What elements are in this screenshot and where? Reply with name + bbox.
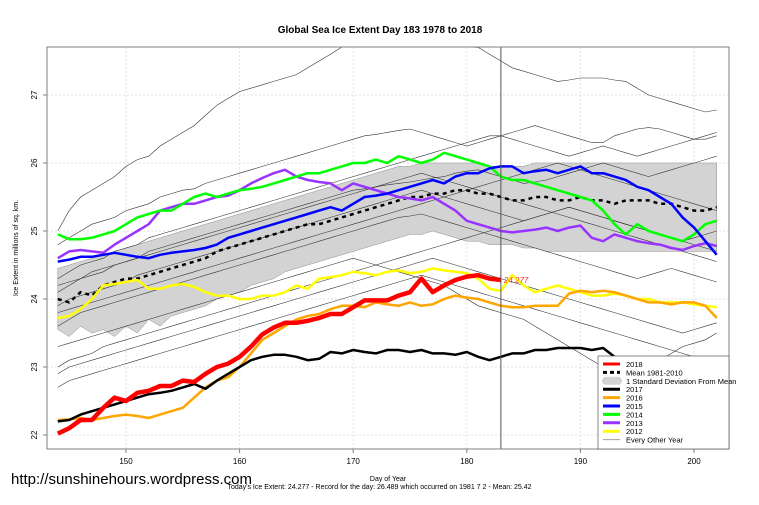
series-line-2012	[57, 267, 717, 320]
std-band	[57, 162, 717, 337]
x-tick-label: 170	[347, 457, 361, 466]
legend-label: 2016	[626, 394, 643, 403]
current-value-label: 24.277	[503, 276, 529, 285]
other-year-line	[57, 274, 717, 388]
y-tick-label: 26	[30, 158, 39, 167]
legend-label: Mean 1981-2010	[626, 368, 683, 377]
other-year-line	[57, 172, 717, 293]
x-tick-label: 200	[687, 457, 701, 466]
std-band-area	[57, 162, 717, 337]
legend-label: 2012	[626, 427, 643, 436]
other-year-line	[57, 206, 717, 368]
x-tick-label: 190	[574, 457, 588, 466]
plot-frame	[46, 46, 730, 450]
highlighted-series	[56, 151, 718, 436]
other-year-line	[57, 125, 717, 245]
other-year-line	[57, 132, 717, 279]
series-line-2017	[57, 346, 717, 423]
legend-swatch-band	[602, 376, 622, 385]
series-line-2018	[56, 272, 502, 436]
chart-title: Global Sea Ice Extent Day 183 1978 to 20…	[278, 25, 483, 36]
mean-line	[57, 188, 718, 304]
series-line-2015	[57, 165, 718, 263]
legend-label: 2017	[626, 385, 643, 394]
other-year-line	[57, 162, 717, 313]
x-tick-label: 160	[233, 457, 247, 466]
y-tick-label: 23	[30, 362, 39, 371]
watermark: http://sunshinehours.wordpress.com	[11, 471, 252, 488]
other-year-line	[57, 155, 717, 286]
series-line-2014	[57, 151, 718, 243]
x-tick-label: 150	[119, 457, 133, 466]
y-tick-label: 22	[30, 430, 39, 439]
footer-stats: Today's Ice Extent: 24.277 - Record for …	[227, 484, 532, 491]
y-axis-label: Ice Extent in millions of sq. km.	[13, 200, 20, 296]
x-axis: 150 160 170 180 190 200	[119, 449, 701, 466]
y-axis: 22 23 24 25 26 27	[30, 90, 47, 439]
y-tick-label: 24	[30, 294, 39, 303]
legend-label: Every Other Year	[626, 436, 684, 445]
legend-label: 2018	[626, 360, 643, 369]
x-tick-label: 180	[460, 457, 474, 466]
legend-label: 2014	[626, 410, 643, 419]
legend-label: 2015	[626, 402, 643, 411]
other-years	[57, 46, 717, 388]
x-axis-label: Day of Year	[370, 476, 407, 483]
y-tick-label: 27	[30, 90, 39, 99]
legend-label: 1 Standard Deviation From Mean	[626, 377, 736, 386]
y-tick-label: 25	[30, 226, 39, 235]
series-line-2016	[57, 289, 718, 422]
legend-label: 2013	[626, 419, 643, 428]
